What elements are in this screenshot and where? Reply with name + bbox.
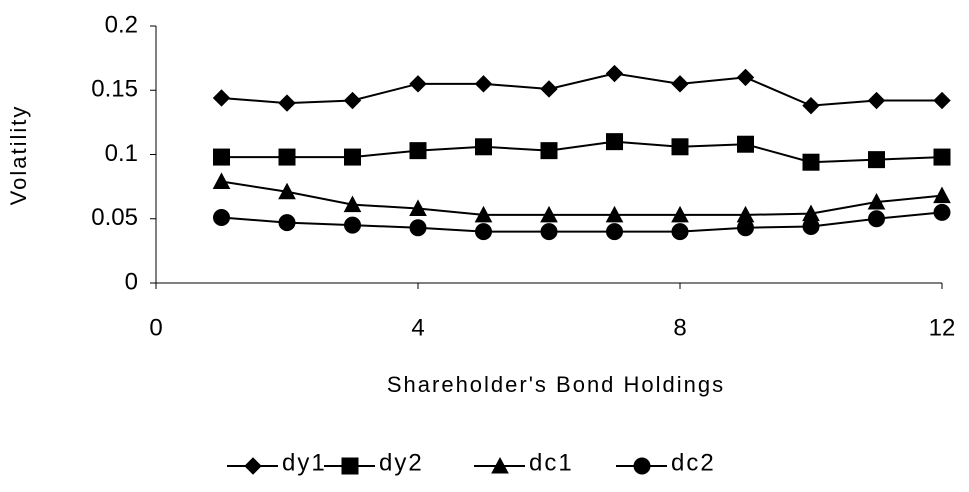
marker (475, 138, 492, 156)
marker (868, 210, 885, 228)
marker (671, 75, 689, 93)
y-axis-title: Volatility (6, 105, 31, 206)
marker (212, 89, 231, 107)
series-line (221, 180, 943, 216)
y-tick-label: 0.2 (105, 11, 138, 38)
legend-label: dy2 (379, 449, 424, 476)
x-tick-label: 12 (929, 314, 956, 341)
marker (633, 457, 651, 475)
marker (671, 138, 689, 156)
marker (867, 192, 886, 210)
marker (933, 186, 951, 204)
marker (867, 91, 886, 110)
marker (605, 205, 624, 223)
x-tick-label: 8 (673, 314, 686, 341)
marker (737, 135, 754, 153)
marker (409, 199, 427, 216)
marker (540, 223, 558, 241)
marker (212, 172, 231, 189)
marker (605, 64, 624, 83)
series-line (221, 211, 943, 233)
marker (474, 75, 493, 93)
marker (409, 219, 427, 237)
y-tick-label: 0.05 (91, 204, 138, 231)
marker (213, 148, 230, 166)
marker (933, 203, 951, 221)
marker (409, 142, 427, 160)
marker (278, 94, 296, 112)
y-tick-label: 0.1 (105, 140, 138, 167)
legend-label: dc2 (671, 449, 716, 476)
y-tick-label: 0.15 (91, 76, 138, 103)
marker (343, 195, 362, 213)
marker (671, 205, 689, 223)
marker (343, 91, 362, 110)
marker (213, 208, 230, 226)
marker (802, 96, 820, 115)
marker (802, 217, 820, 235)
marker (606, 133, 623, 151)
legend-label: dy1 (282, 449, 327, 476)
marker (540, 205, 558, 223)
marker (802, 153, 820, 171)
marker (344, 216, 361, 234)
y-tick-label: 0 (125, 268, 138, 295)
marker (606, 223, 623, 241)
marker (278, 182, 296, 200)
marker (344, 148, 361, 166)
marker (868, 151, 885, 169)
marker (736, 68, 755, 87)
marker (474, 205, 493, 223)
marker (540, 80, 558, 98)
series-line (221, 140, 943, 164)
marker (933, 148, 951, 166)
series-line (221, 72, 942, 107)
marker (409, 75, 427, 93)
marker (737, 219, 754, 237)
legend-label: dc1 (529, 449, 574, 476)
marker (933, 91, 951, 110)
marker (540, 142, 558, 160)
x-tick-label: 0 (149, 314, 162, 341)
marker (341, 457, 359, 475)
marker (491, 456, 509, 474)
x-axis-title: Shareholder's Bond Holdings (387, 372, 725, 397)
x-tick-label: 4 (411, 314, 424, 341)
marker (278, 148, 296, 166)
marker (671, 223, 689, 241)
marker (475, 223, 492, 241)
marker (244, 457, 262, 475)
marker (278, 214, 296, 232)
